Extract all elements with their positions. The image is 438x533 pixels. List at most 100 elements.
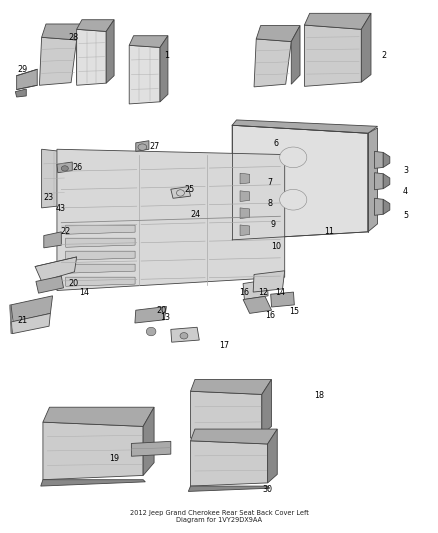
- Polygon shape: [291, 26, 300, 84]
- Text: 4: 4: [403, 188, 408, 196]
- Polygon shape: [191, 441, 268, 486]
- Text: 27: 27: [150, 142, 160, 151]
- Text: 19: 19: [110, 454, 120, 463]
- Polygon shape: [129, 36, 168, 47]
- Polygon shape: [304, 25, 361, 86]
- Polygon shape: [66, 251, 135, 260]
- Polygon shape: [374, 151, 383, 168]
- Text: 30: 30: [262, 485, 272, 494]
- Polygon shape: [383, 199, 390, 214]
- Text: 24: 24: [191, 210, 201, 219]
- Polygon shape: [188, 486, 270, 491]
- Polygon shape: [42, 149, 66, 208]
- Polygon shape: [271, 292, 294, 307]
- Polygon shape: [240, 208, 250, 219]
- Polygon shape: [171, 187, 191, 198]
- Text: 16: 16: [239, 288, 249, 296]
- Text: 8: 8: [267, 199, 272, 208]
- Ellipse shape: [138, 144, 147, 150]
- Polygon shape: [77, 20, 114, 31]
- Text: 20: 20: [68, 279, 78, 288]
- Polygon shape: [304, 13, 371, 29]
- Polygon shape: [240, 173, 250, 184]
- Polygon shape: [11, 313, 50, 334]
- Polygon shape: [35, 257, 77, 281]
- Text: 3: 3: [403, 166, 408, 175]
- Text: 5: 5: [403, 212, 408, 220]
- Polygon shape: [374, 173, 383, 190]
- Ellipse shape: [279, 189, 307, 210]
- Polygon shape: [243, 280, 268, 300]
- Polygon shape: [262, 379, 272, 435]
- Text: 11: 11: [324, 228, 334, 236]
- Polygon shape: [41, 480, 145, 486]
- Polygon shape: [383, 174, 390, 189]
- Polygon shape: [253, 271, 285, 292]
- Text: 28: 28: [68, 33, 78, 42]
- Polygon shape: [44, 232, 61, 248]
- Text: 16: 16: [265, 311, 275, 320]
- Text: 29: 29: [18, 65, 28, 74]
- Polygon shape: [232, 125, 368, 240]
- Polygon shape: [374, 198, 383, 215]
- Polygon shape: [42, 24, 85, 40]
- Polygon shape: [77, 29, 106, 85]
- Polygon shape: [191, 379, 272, 394]
- Ellipse shape: [279, 147, 307, 168]
- Polygon shape: [39, 37, 77, 85]
- Polygon shape: [254, 39, 291, 87]
- Ellipse shape: [177, 190, 184, 196]
- Text: 12: 12: [258, 288, 268, 296]
- Polygon shape: [240, 191, 250, 201]
- Polygon shape: [136, 141, 149, 151]
- Text: 7: 7: [267, 178, 272, 187]
- Polygon shape: [143, 407, 154, 475]
- Polygon shape: [160, 36, 168, 102]
- Polygon shape: [232, 120, 378, 133]
- Ellipse shape: [146, 327, 156, 336]
- Polygon shape: [57, 149, 285, 290]
- Text: 10: 10: [271, 242, 281, 251]
- Polygon shape: [11, 296, 53, 322]
- Text: 26: 26: [72, 164, 82, 172]
- Text: 6: 6: [274, 140, 279, 148]
- Text: 22: 22: [60, 228, 71, 236]
- Polygon shape: [43, 422, 143, 480]
- Polygon shape: [191, 391, 262, 438]
- Polygon shape: [106, 20, 114, 83]
- Polygon shape: [129, 45, 160, 104]
- Text: 23: 23: [44, 193, 54, 201]
- Polygon shape: [368, 128, 378, 232]
- Polygon shape: [66, 225, 135, 234]
- Polygon shape: [243, 296, 272, 313]
- Text: 2012 Jeep Grand Cherokee Rear Seat Back Cover Left
Diagram for 1VY29DX9AA: 2012 Jeep Grand Cherokee Rear Seat Back …: [130, 511, 308, 523]
- Polygon shape: [17, 69, 37, 90]
- Polygon shape: [36, 276, 64, 293]
- Polygon shape: [66, 238, 135, 247]
- Text: 20: 20: [157, 306, 167, 314]
- Polygon shape: [171, 327, 199, 342]
- Polygon shape: [191, 429, 277, 444]
- Polygon shape: [57, 162, 72, 173]
- Text: 2: 2: [381, 52, 386, 60]
- Text: 17: 17: [219, 341, 229, 350]
- Text: 18: 18: [314, 391, 325, 400]
- Polygon shape: [135, 306, 166, 323]
- Text: 25: 25: [184, 185, 194, 193]
- Ellipse shape: [180, 333, 188, 339]
- Polygon shape: [383, 152, 390, 167]
- Text: 14: 14: [275, 288, 285, 296]
- Polygon shape: [131, 441, 171, 456]
- Text: 21: 21: [18, 317, 28, 325]
- Text: 9: 9: [271, 221, 276, 229]
- Polygon shape: [66, 264, 135, 273]
- Text: 14: 14: [79, 288, 89, 296]
- Ellipse shape: [61, 166, 68, 171]
- Polygon shape: [240, 225, 250, 236]
- Polygon shape: [15, 89, 26, 97]
- Text: 43: 43: [56, 205, 66, 213]
- Text: 13: 13: [160, 313, 170, 321]
- Polygon shape: [361, 13, 371, 82]
- Polygon shape: [66, 151, 72, 205]
- Polygon shape: [77, 24, 85, 83]
